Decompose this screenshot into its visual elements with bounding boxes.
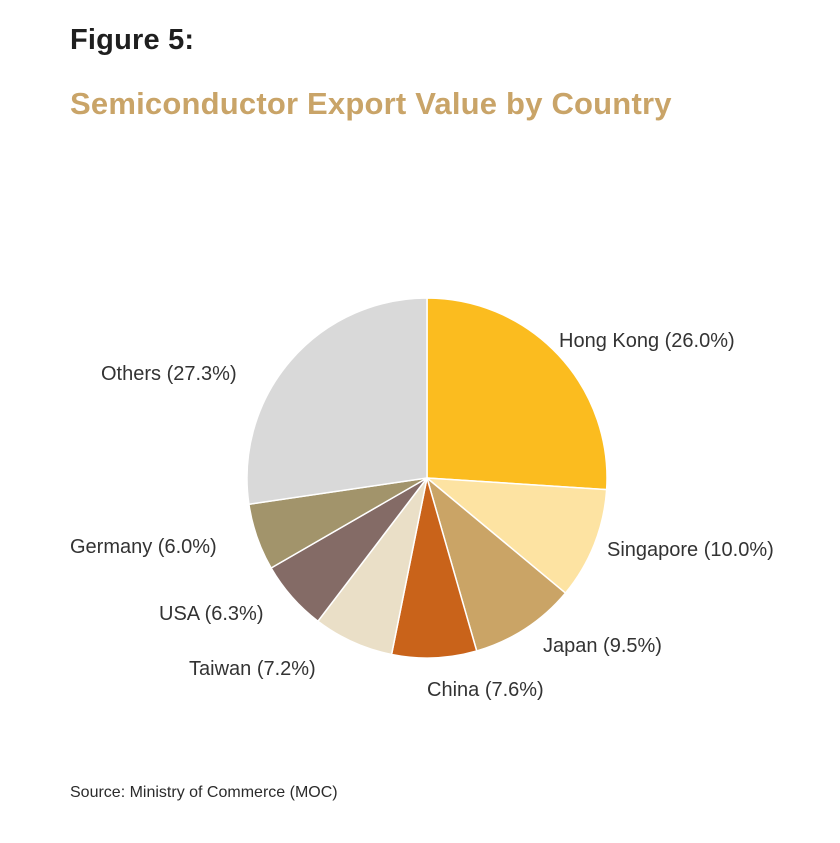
slice-label-taiwan: Taiwan (7.2%) [189,658,316,680]
chart-title: Semiconductor Export Value by Country [70,86,672,121]
pie-slice-others [246,297,428,505]
slice-label-singapore: Singapore (10.0%) [607,539,774,561]
slice-label-japan: Japan (9.5%) [543,635,662,657]
slice-label-usa: USA (6.3%) [159,603,263,625]
slice-label-others: Others (27.3%) [101,363,237,385]
source-note: Source: Ministry of Commerce (MOC) [70,784,338,801]
pie-slice-hong-kong [426,297,608,491]
pie-slice-japan [426,477,567,652]
pie-slice-singapore [426,477,608,594]
slice-label-hong-kong: Hong Kong (26.0%) [559,330,735,352]
slice-label-germany: Germany (6.0%) [70,536,217,558]
slice-label-china: China (7.6%) [427,679,544,701]
figure-number: Figure 5: [70,24,195,56]
